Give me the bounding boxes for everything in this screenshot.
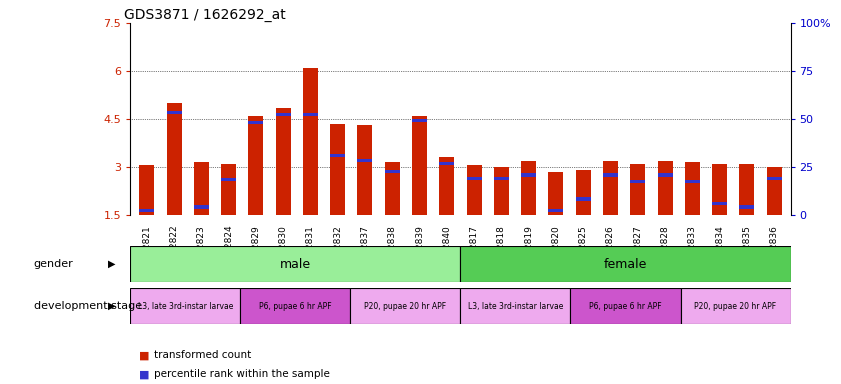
Bar <box>303 113 318 116</box>
Bar <box>685 180 700 183</box>
Bar <box>384 162 399 215</box>
Bar <box>685 162 700 215</box>
Bar <box>521 174 537 177</box>
Bar <box>739 205 754 209</box>
Bar <box>658 161 673 215</box>
Bar <box>331 124 345 215</box>
Text: female: female <box>604 258 648 270</box>
Text: L3, late 3rd-instar larvae: L3, late 3rd-instar larvae <box>468 302 563 311</box>
Bar <box>357 126 373 215</box>
Text: percentile rank within the sample: percentile rank within the sample <box>154 369 330 379</box>
Bar <box>351 288 461 324</box>
Bar <box>461 246 791 282</box>
Bar <box>193 162 209 215</box>
Bar <box>739 164 754 215</box>
Bar <box>167 111 182 114</box>
Bar <box>357 159 373 162</box>
Bar <box>241 288 351 324</box>
Bar <box>384 170 399 174</box>
Bar <box>193 205 209 209</box>
Bar <box>276 108 291 215</box>
Bar <box>548 172 563 215</box>
Bar <box>140 166 154 215</box>
Text: ▶: ▶ <box>108 301 115 311</box>
Bar <box>221 164 236 215</box>
Text: transformed count: transformed count <box>154 350 251 360</box>
Text: male: male <box>280 258 311 270</box>
Bar <box>467 177 482 180</box>
Bar <box>521 161 537 215</box>
Text: ■: ■ <box>139 350 149 360</box>
Bar <box>576 197 590 201</box>
Bar <box>221 178 236 182</box>
Bar <box>439 157 454 215</box>
Text: gender: gender <box>34 259 73 269</box>
Text: P20, pupae 20 hr APF: P20, pupae 20 hr APF <box>364 302 447 311</box>
Bar <box>576 170 590 215</box>
Bar <box>603 174 618 177</box>
Bar <box>461 288 570 324</box>
Bar <box>303 68 318 215</box>
Text: P6, pupae 6 hr APF: P6, pupae 6 hr APF <box>590 302 662 311</box>
Bar <box>130 246 461 282</box>
Bar <box>548 209 563 212</box>
Text: GDS3871 / 1626292_at: GDS3871 / 1626292_at <box>124 8 285 22</box>
Bar <box>467 166 482 215</box>
Bar <box>248 116 263 215</box>
Text: ▶: ▶ <box>108 259 115 269</box>
Text: P20, pupae 20 hr APF: P20, pupae 20 hr APF <box>695 302 776 311</box>
Bar <box>140 209 154 212</box>
Bar <box>130 288 241 324</box>
Bar <box>767 167 781 215</box>
Bar <box>767 177 781 180</box>
Bar <box>248 121 263 124</box>
Text: development stage: development stage <box>34 301 142 311</box>
Bar <box>167 103 182 215</box>
Text: L3, late 3rd-instar larvae: L3, late 3rd-instar larvae <box>138 302 233 311</box>
Bar <box>412 119 427 122</box>
Text: P6, pupae 6 hr APF: P6, pupae 6 hr APF <box>259 302 331 311</box>
Bar <box>658 174 673 177</box>
Bar <box>630 180 645 183</box>
Bar <box>603 161 618 215</box>
Bar <box>494 167 509 215</box>
Bar <box>680 288 791 324</box>
Text: ■: ■ <box>139 369 149 379</box>
Bar <box>276 113 291 116</box>
Bar <box>570 288 680 324</box>
Bar <box>331 154 345 157</box>
Bar <box>712 202 727 205</box>
Bar <box>494 177 509 180</box>
Bar <box>630 164 645 215</box>
Bar <box>712 164 727 215</box>
Bar <box>439 162 454 166</box>
Bar <box>412 116 427 215</box>
